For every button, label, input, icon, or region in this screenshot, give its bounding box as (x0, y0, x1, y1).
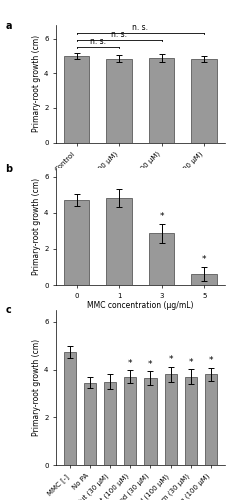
Y-axis label: Primary-root growth (cm): Primary-root growth (cm) (32, 178, 41, 275)
Text: a: a (6, 22, 12, 32)
Text: *: * (209, 356, 213, 366)
X-axis label: MMC concentration (μg/mL): MMC concentration (μg/mL) (87, 302, 194, 310)
Bar (165, 374, 177, 465)
Text: *: * (189, 358, 193, 367)
Text: n. s.: n. s. (132, 23, 148, 32)
Bar (205, 374, 217, 465)
Bar (191, 58, 217, 142)
Text: n. s.: n. s. (111, 30, 127, 39)
Bar (84, 382, 96, 465)
Bar (64, 56, 89, 142)
Text: *: * (202, 255, 206, 264)
Y-axis label: Primary-root growth (cm): Primary-root growth (cm) (32, 339, 41, 436)
Bar (144, 378, 157, 465)
Bar (104, 382, 116, 465)
Text: *: * (148, 360, 153, 369)
Text: *: * (128, 358, 133, 368)
Text: n. s.: n. s. (90, 37, 106, 46)
Text: *: * (159, 212, 164, 221)
Bar (149, 234, 174, 285)
Bar (64, 352, 76, 465)
Text: b: b (6, 164, 13, 174)
Bar (106, 58, 132, 142)
Bar (64, 200, 89, 285)
Bar (106, 198, 132, 285)
Y-axis label: Primary-root growth (cm): Primary-root growth (cm) (32, 35, 41, 132)
Text: c: c (6, 306, 11, 316)
Text: *: * (168, 356, 173, 364)
Bar (149, 58, 174, 142)
Bar (124, 377, 136, 465)
Bar (191, 274, 217, 285)
Bar (185, 377, 197, 465)
